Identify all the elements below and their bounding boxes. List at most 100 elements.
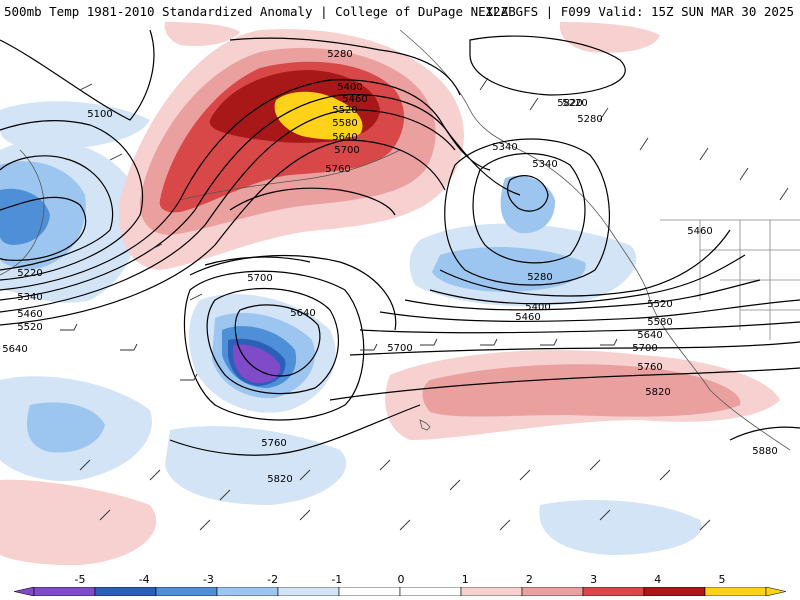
contour-5640-east — [379, 299, 800, 323]
valid-time-label: 12Z GFS | F099 Valid: 15Z SUN MAR 30 202… — [485, 4, 794, 19]
colorbar-segment — [216, 587, 279, 596]
contour-5520-east — [429, 254, 746, 305]
height-contours — [0, 29, 800, 456]
contour-label: 5460 — [515, 312, 540, 323]
colorbar-tick-label: -4 — [138, 573, 150, 586]
anomaly-area-pos1-sw — [0, 479, 157, 566]
contour-label: 5340 — [532, 159, 557, 170]
contour-label: 5760 — [637, 362, 662, 373]
colorbar-min-cap — [14, 587, 35, 596]
colorbar-segment — [33, 587, 96, 596]
contour-5760-ridge — [229, 187, 396, 216]
map-canvas: 5100528054005460552055805640570057605220… — [0, 22, 800, 566]
coastline-alaska — [399, 29, 521, 151]
header-bar: 500mb Temp 1981-2010 Standardized Anomal… — [0, 0, 800, 23]
contour-5400-gulf — [444, 138, 610, 286]
coastline-aleutians — [179, 149, 401, 201]
contour-5520-arc — [0, 109, 456, 313]
contour-label: 5340 — [17, 292, 42, 303]
contour-5700-east — [359, 321, 800, 334]
colorbar-tick-label: 2 — [525, 573, 533, 586]
colorbar-strip — [14, 587, 786, 596]
contour-5220-nw — [0, 196, 87, 261]
colorbar-segment — [399, 587, 462, 596]
contour-label: 5460 — [687, 226, 712, 237]
contour-label: 5400 — [337, 82, 362, 93]
contour-5640-low — [234, 304, 321, 377]
contour-5280-west — [0, 155, 114, 271]
colorbar-tick-label: 1 — [461, 573, 469, 586]
contour-label: 5520 — [332, 105, 357, 116]
colorbar-segment — [94, 587, 157, 596]
contour-5700-midwest — [189, 254, 397, 331]
contour-5700-low — [206, 287, 339, 395]
colorbar-segment — [338, 587, 401, 596]
colorbar-segment — [643, 587, 706, 596]
anomaly-area-pos1-ne — [559, 22, 660, 53]
colorbar-segment — [155, 587, 218, 596]
contour-5760-east — [349, 341, 800, 356]
contour-5820-east — [329, 367, 800, 401]
colorbar-segment — [460, 587, 523, 596]
wind-barbs — [60, 77, 789, 531]
contour-5100 — [0, 29, 155, 121]
contour-label: 5820 — [557, 98, 582, 109]
contour-label: 5760 — [325, 164, 350, 175]
contour-5400-arc — [0, 79, 491, 291]
contour-label: 5280 — [527, 272, 552, 283]
anomaly-area-neg2-gulf — [432, 246, 586, 292]
contour-5580-east — [404, 279, 761, 311]
contour-label: 5220 — [17, 268, 42, 279]
contour-label: 5460 — [342, 94, 367, 105]
contour-5460-arc — [0, 93, 521, 301]
contour-label: 5700 — [247, 273, 272, 284]
contour-label: 5640 — [2, 344, 27, 355]
contour-label: 5640 — [637, 330, 662, 341]
contour-label: 5280 — [327, 49, 352, 60]
contour-label: 5700 — [387, 343, 412, 354]
colorbar-tick-label: 0 — [397, 573, 405, 586]
contour-5880-se — [729, 426, 800, 441]
state-borders — [660, 219, 800, 340]
contour-label: 5640 — [332, 132, 357, 143]
anomaly-shading — [0, 22, 780, 566]
contour-5220-gulf — [469, 35, 626, 96]
contour-label: 5580 — [647, 317, 672, 328]
contour-5280-gulf-low — [507, 175, 549, 212]
anomaly-map: 5100 5280 5400 5460 5520 5580 5640 5700 5760 5220… — [0, 22, 800, 570]
contour-5820-south — [169, 404, 421, 456]
colorbar-tick-label: -3 — [202, 573, 214, 586]
colorbar-tick-label: 3 — [590, 573, 598, 586]
colorbar-tick-label: 5 — [718, 573, 726, 586]
wind-barb — [79, 459, 671, 501]
contour-label: 5400 — [525, 302, 550, 313]
anomaly-area-neg3-west — [0, 188, 50, 245]
anomaly-area-neg2-sw — [26, 402, 105, 453]
contour-label: 5760 — [261, 438, 286, 449]
anomaly-area-neg1-pacific-mid — [0, 101, 150, 150]
colorbar-legend: -5 -4 -3 -2 -1 0 1 2 3 4 5 — [0, 570, 800, 600]
coastline-bc — [519, 149, 651, 301]
map-title: 500mb Temp 1981-2010 Standardized Anomal… — [4, 4, 516, 19]
colorbar-segment — [521, 587, 584, 596]
contour-5280-top — [229, 37, 461, 96]
anomaly-area-pos1-nw — [164, 22, 240, 47]
contour-5340-west — [0, 120, 144, 281]
contour-5460-east — [439, 229, 731, 297]
wind-barb — [60, 323, 618, 381]
coastlines — [0, 29, 800, 451]
contour-label: 5520 — [17, 322, 42, 333]
colorbar-tick-label: 4 — [654, 573, 662, 586]
contour-label: 5340 — [492, 142, 517, 153]
colorbar-tick-label: -2 — [267, 573, 279, 586]
coastline-hawaii — [419, 419, 431, 431]
contour-label: 5820 — [267, 474, 292, 485]
colorbar-tick-label: -1 — [331, 573, 343, 586]
contour-label-layer: 5100528054005460552055805640570057605220… — [2, 49, 777, 485]
contour-5340-gulf — [472, 152, 586, 264]
anomaly-area-pos2-east — [422, 364, 741, 417]
anomaly-area-neg2-gulf-center — [500, 176, 556, 234]
contour-label: 5880 — [752, 446, 777, 457]
contour-label: 5640 — [290, 308, 315, 319]
wind-barb — [79, 83, 203, 301]
